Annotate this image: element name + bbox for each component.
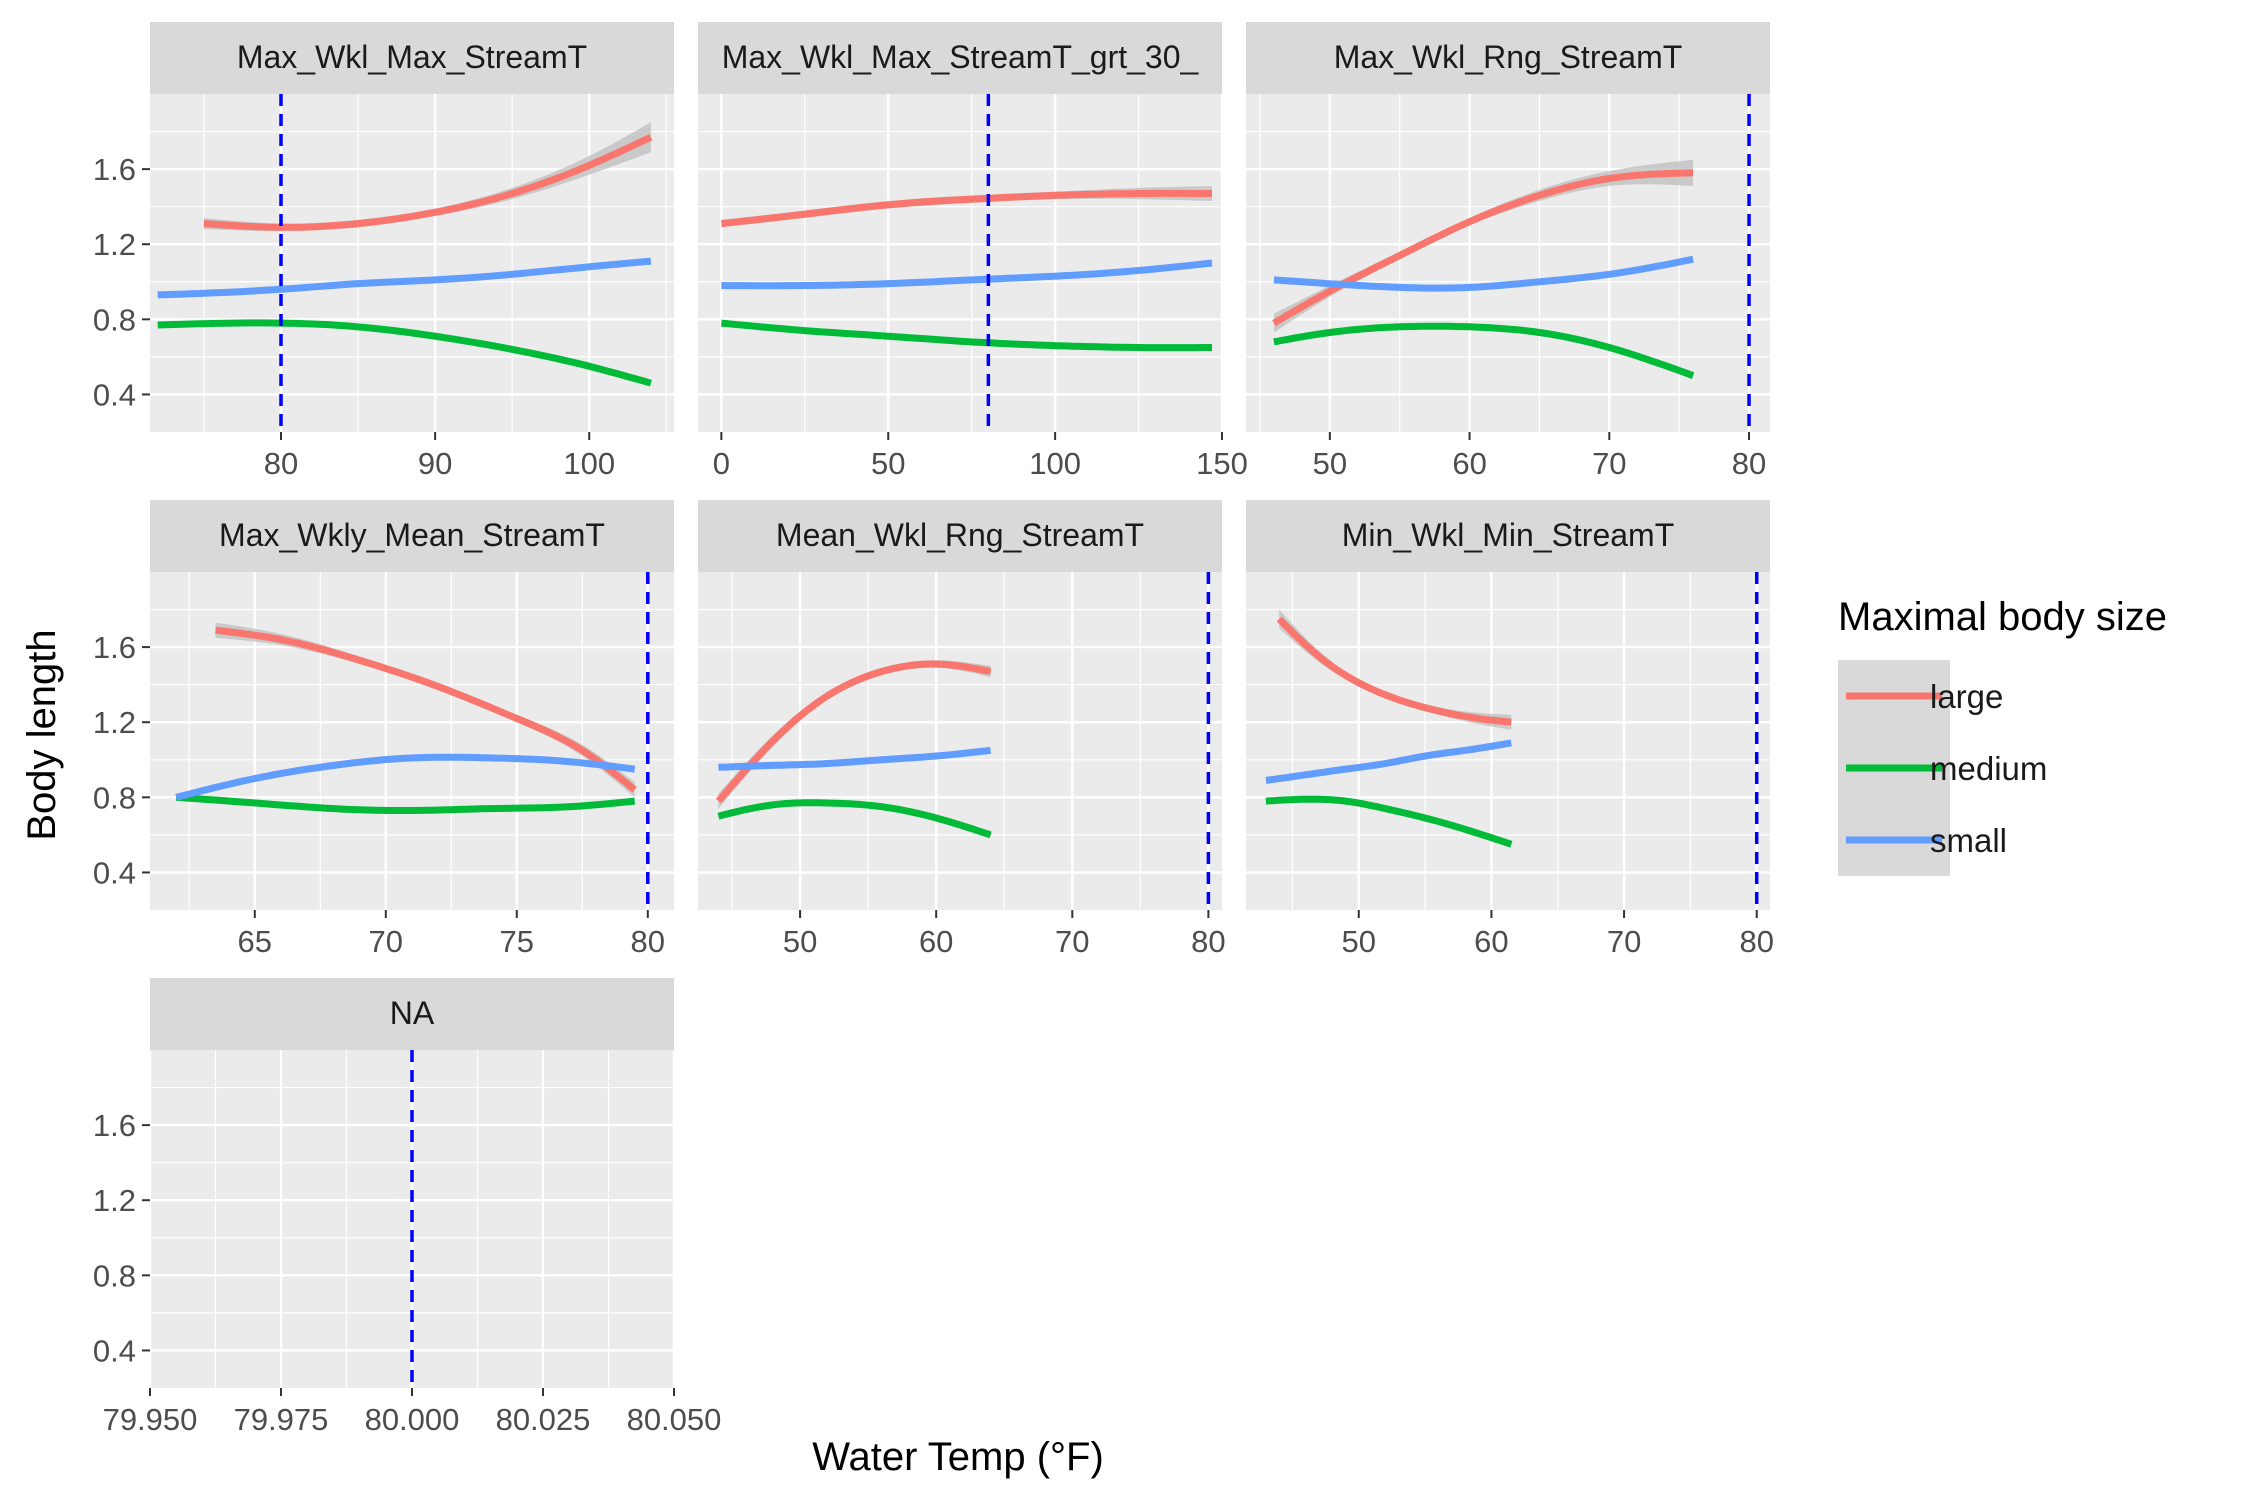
legend-label-large: large — [1930, 678, 2003, 715]
x-tick-label: 80 — [1739, 924, 1773, 959]
facet-strip-label: NA — [390, 995, 435, 1031]
facet-strip — [1246, 500, 1770, 572]
series-large-line — [715, 660, 992, 804]
facet-strip — [698, 500, 1222, 572]
series-medium-line — [721, 319, 1212, 352]
series-large-line — [721, 189, 1212, 228]
x-tick-label: 60 — [1474, 924, 1508, 959]
x-tick-label: 100 — [1029, 446, 1081, 481]
series-small-line — [157, 257, 652, 299]
legend: Maximal body size large medium small — [1838, 595, 2167, 876]
x-tick-label: 0 — [713, 446, 730, 481]
x-tick-label: 100 — [563, 446, 615, 481]
legend-label-medium: medium — [1930, 750, 2047, 787]
facet-strip — [150, 500, 674, 572]
facet-panel: Max_Wkl_Max_StreamT_grt_30_ 0 50 100 150 — [698, 22, 1248, 481]
panel-background — [150, 572, 674, 910]
x-tick-label: 50 — [1313, 446, 1347, 481]
x-tick-label: 80.050 — [627, 1402, 722, 1437]
facet-strip — [150, 22, 674, 94]
x-tick-label: 70 — [1055, 924, 1089, 959]
series-small-line — [1273, 255, 1694, 292]
y-tick-label: 0.8 — [93, 780, 136, 815]
x-tick-label: 80.000 — [365, 1402, 460, 1437]
y-tick-label: 0.4 — [93, 1333, 136, 1368]
y-axis-title: Body length — [20, 629, 64, 840]
x-tick-label: 80.025 — [496, 1402, 591, 1437]
y-tick-label: 1.2 — [93, 227, 136, 262]
y-tick-label: 0.8 — [93, 302, 136, 337]
facet-strip-label: Mean_Wkl_Rng_StreamT — [776, 517, 1144, 553]
facet-panel: Max_Wkl_Max_StreamT 0.4 0.8 1.2 1.6 80 90 100 — [93, 22, 674, 481]
x-tick-label: 65 — [238, 924, 272, 959]
series-medium-line — [157, 319, 652, 387]
panel-background — [698, 94, 1222, 432]
facet-strip — [698, 22, 1222, 94]
series-small-line — [718, 746, 991, 771]
series-medium-line — [1265, 795, 1513, 848]
y-tick-label: 0.4 — [93, 377, 136, 412]
x-tick-label: 79.950 — [103, 1402, 198, 1437]
x-tick-label: 60 — [1452, 446, 1486, 481]
facet-strip-label: Min_Wkl_Min_StreamT — [1342, 517, 1675, 553]
facet-strip-label: Max_Wkl_Max_StreamT — [237, 39, 587, 75]
legend-label-small: small — [1930, 822, 2007, 859]
y-tick-label: 1.2 — [93, 1183, 136, 1218]
y-tick-label: 1.6 — [93, 630, 136, 665]
y-tick-label: 0.8 — [93, 1258, 136, 1293]
facet-panel: Max_Wkl_Rng_StreamT 50 60 70 80 — [1246, 22, 1770, 481]
facet-strip-label: Max_Wkly_Mean_StreamT — [219, 517, 605, 553]
x-tick-label: 70 — [1607, 924, 1641, 959]
y-tick-label: 1.6 — [93, 152, 136, 187]
series-large-ribbon — [215, 622, 635, 798]
series-small-line — [175, 753, 636, 801]
facet-strip — [150, 978, 674, 1050]
facet-strip-label: Max_Wkl_Rng_StreamT — [1334, 39, 1683, 75]
facet-strip-label: Max_Wkl_Max_StreamT_grt_30_ — [722, 39, 1200, 75]
x-tick-label: 70 — [369, 924, 403, 959]
x-tick-label: 75 — [500, 924, 534, 959]
series-large-line — [215, 626, 637, 793]
x-tick-label: 50 — [871, 446, 905, 481]
y-tick-label: 0.4 — [93, 855, 136, 890]
y-tick-label: 1.6 — [93, 1108, 136, 1143]
x-tick-label: 70 — [1592, 446, 1626, 481]
facet-panel: Mean_Wkl_Rng_StreamT 50 60 70 80 — [698, 500, 1226, 959]
facet-strip — [1246, 22, 1770, 94]
x-tick-label: 90 — [418, 446, 452, 481]
series-large-line — [1276, 616, 1512, 726]
series-medium-line — [1273, 322, 1695, 379]
series-medium-line — [175, 793, 636, 814]
x-tick-label: 150 — [1196, 446, 1248, 481]
x-tick-label: 50 — [783, 924, 817, 959]
x-tick-label: 50 — [1342, 924, 1376, 959]
facet-panel: NA 0.4 0.8 1.2 1.6 79.950 79.975 80.000 80.025 80… — [93, 978, 722, 1437]
y-tick-label: 1.2 — [93, 705, 136, 740]
legend-title: Maximal body size — [1838, 595, 2167, 639]
panel-background — [150, 94, 674, 432]
facet-panel: Min_Wkl_Min_StreamT 50 60 70 80 — [1246, 500, 1774, 959]
series-small-line — [1265, 739, 1512, 784]
series-small-line — [721, 259, 1213, 290]
series-medium-line — [717, 799, 992, 839]
x-tick-label: 80 — [631, 924, 665, 959]
x-tick-label: 80 — [1191, 924, 1225, 959]
x-tick-label: 80 — [264, 446, 298, 481]
facet-panel: Max_Wkly_Mean_StreamT 0.4 0.8 1.2 1.6 65 70 75 8… — [93, 500, 674, 959]
series-large-line — [203, 134, 653, 231]
x-axis-title: Water Temp (°F) — [812, 1435, 1104, 1479]
x-tick-label: 79.975 — [234, 1402, 329, 1437]
panel-background — [698, 572, 1222, 910]
x-tick-label: 80 — [1732, 446, 1766, 481]
x-tick-label: 60 — [919, 924, 953, 959]
